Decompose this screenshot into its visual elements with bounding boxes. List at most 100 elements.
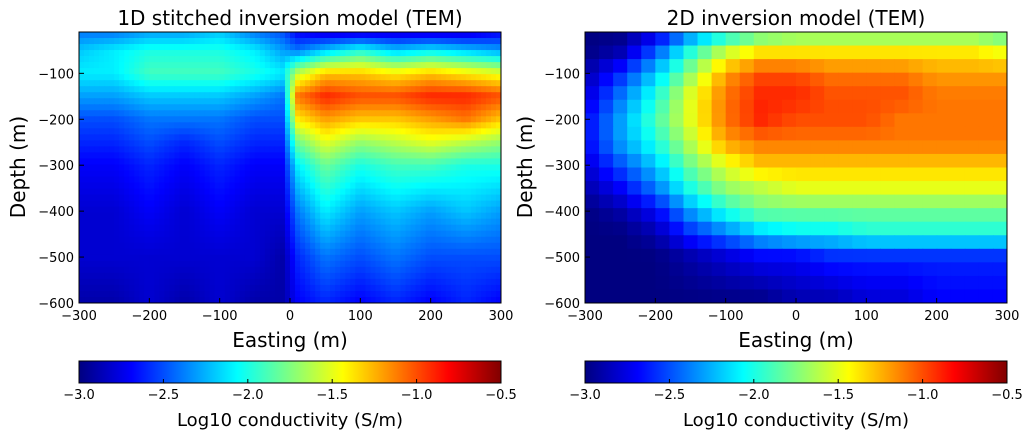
heatmap-cell bbox=[330, 110, 336, 117]
heatmap-cell bbox=[781, 208, 797, 223]
heatmap-cell bbox=[184, 44, 191, 51]
heatmap-cell bbox=[310, 290, 316, 298]
heatmap-cell bbox=[340, 290, 346, 298]
heatmap-cell bbox=[119, 74, 125, 81]
heatmap-cell bbox=[229, 146, 236, 154]
heatmap-cell bbox=[908, 235, 924, 250]
heatmap-cell bbox=[300, 164, 306, 172]
heatmap-cell bbox=[194, 242, 201, 250]
heatmap-cell bbox=[159, 254, 165, 262]
heatmap-cell bbox=[269, 212, 276, 220]
heatmap-cell bbox=[781, 126, 797, 141]
heatmap-cell bbox=[355, 56, 361, 63]
heatmap-cell bbox=[810, 99, 825, 114]
heatmap-cell bbox=[365, 260, 371, 268]
heatmap-cell bbox=[239, 236, 246, 244]
heatmap-cell bbox=[360, 242, 366, 250]
heatmap-cell bbox=[415, 230, 422, 238]
heatmap-cell bbox=[340, 104, 346, 111]
heatmap-cell bbox=[244, 74, 251, 81]
heatmap-cell bbox=[204, 278, 211, 286]
heatmap-cell bbox=[950, 45, 966, 60]
heatmap-cell bbox=[224, 50, 231, 57]
heatmap-cell bbox=[114, 200, 120, 208]
heatmap-cell bbox=[159, 44, 165, 51]
heatmap-cell bbox=[114, 224, 120, 232]
heatmap-cell bbox=[445, 188, 452, 196]
heatmap-cell bbox=[627, 275, 642, 291]
heatmap-cell bbox=[420, 284, 427, 292]
heatmap-cell bbox=[284, 206, 291, 214]
heatmap-cell bbox=[475, 218, 482, 226]
heatmap-cell bbox=[395, 92, 402, 99]
heatmap-cell bbox=[365, 74, 371, 81]
heatmap-cell bbox=[174, 206, 181, 214]
heatmap-cell bbox=[435, 146, 442, 154]
heatmap-cell bbox=[485, 236, 492, 244]
heatmap-cell bbox=[159, 98, 165, 105]
heatmap-cell bbox=[450, 170, 457, 178]
heatmap-cell bbox=[470, 32, 477, 39]
heatmap-cell bbox=[144, 218, 150, 226]
heatmap-cell bbox=[229, 110, 236, 117]
heatmap-cell bbox=[244, 44, 251, 51]
heatmap-cell bbox=[325, 284, 331, 292]
heatmap-cell bbox=[440, 200, 447, 208]
heatmap-cell bbox=[79, 50, 85, 57]
heatmap-cell bbox=[300, 68, 306, 75]
heatmap-cell bbox=[229, 170, 236, 178]
heatmap-cell bbox=[395, 56, 402, 63]
heatmap-cell bbox=[350, 152, 356, 160]
heatmap-cell bbox=[355, 104, 361, 111]
heatmap-cell bbox=[465, 44, 472, 51]
heatmap-cell bbox=[159, 188, 165, 196]
heatmap-cell bbox=[470, 236, 477, 244]
heatmap-cell bbox=[485, 152, 492, 160]
heatmap-cell bbox=[194, 260, 201, 268]
heatmap-cell bbox=[455, 176, 462, 184]
heatmap-cell bbox=[139, 170, 145, 178]
heatmap-cell bbox=[908, 72, 924, 87]
heatmap-cell bbox=[139, 188, 145, 196]
heatmap-cell bbox=[239, 284, 246, 292]
heatmap-cell bbox=[254, 176, 261, 184]
heatmap-cell bbox=[355, 194, 361, 202]
heatmap-cell bbox=[315, 134, 321, 141]
heatmap-cell bbox=[129, 200, 135, 208]
heatmap-cell bbox=[269, 68, 276, 75]
heatmap-cell bbox=[465, 140, 472, 148]
heatmap-cell bbox=[950, 289, 966, 303]
heatmap-cell bbox=[144, 68, 150, 75]
heatmap-cell bbox=[485, 254, 492, 262]
heatmap-cell bbox=[114, 278, 120, 286]
heatmap-cell bbox=[440, 50, 447, 57]
heatmap-cell bbox=[189, 110, 196, 117]
heatmap-cell bbox=[295, 80, 301, 87]
heatmap-cell bbox=[174, 260, 181, 268]
heatmap-cell bbox=[124, 188, 130, 196]
heatmap-cell bbox=[214, 296, 221, 303]
heatmap-cell bbox=[355, 176, 361, 184]
heatmap-cell bbox=[697, 208, 713, 223]
heatmap-cell bbox=[465, 254, 472, 262]
heatmap-cell bbox=[495, 146, 501, 154]
heatmap-cell bbox=[375, 260, 382, 268]
heatmap-cell bbox=[89, 56, 95, 63]
heatmap-cell bbox=[174, 224, 181, 232]
heatmap-cell bbox=[485, 74, 492, 81]
heatmap-cell bbox=[395, 50, 402, 57]
heatmap-cell bbox=[435, 50, 442, 57]
heatmap-cell bbox=[264, 230, 271, 238]
heatmap-cell bbox=[480, 248, 487, 256]
heatmap-cell bbox=[430, 248, 437, 256]
heatmap-cell bbox=[179, 74, 186, 81]
heatmap-cell bbox=[490, 218, 497, 226]
heatmap-cell bbox=[880, 181, 896, 196]
heatmap-cell bbox=[495, 98, 501, 105]
heatmap-cell bbox=[274, 254, 281, 262]
heatmap-cell bbox=[184, 62, 191, 69]
heatmap-cell bbox=[149, 272, 155, 280]
heatmap-cell bbox=[810, 153, 825, 169]
heatmap-cell bbox=[375, 230, 382, 238]
heatmap-cell bbox=[114, 86, 120, 93]
